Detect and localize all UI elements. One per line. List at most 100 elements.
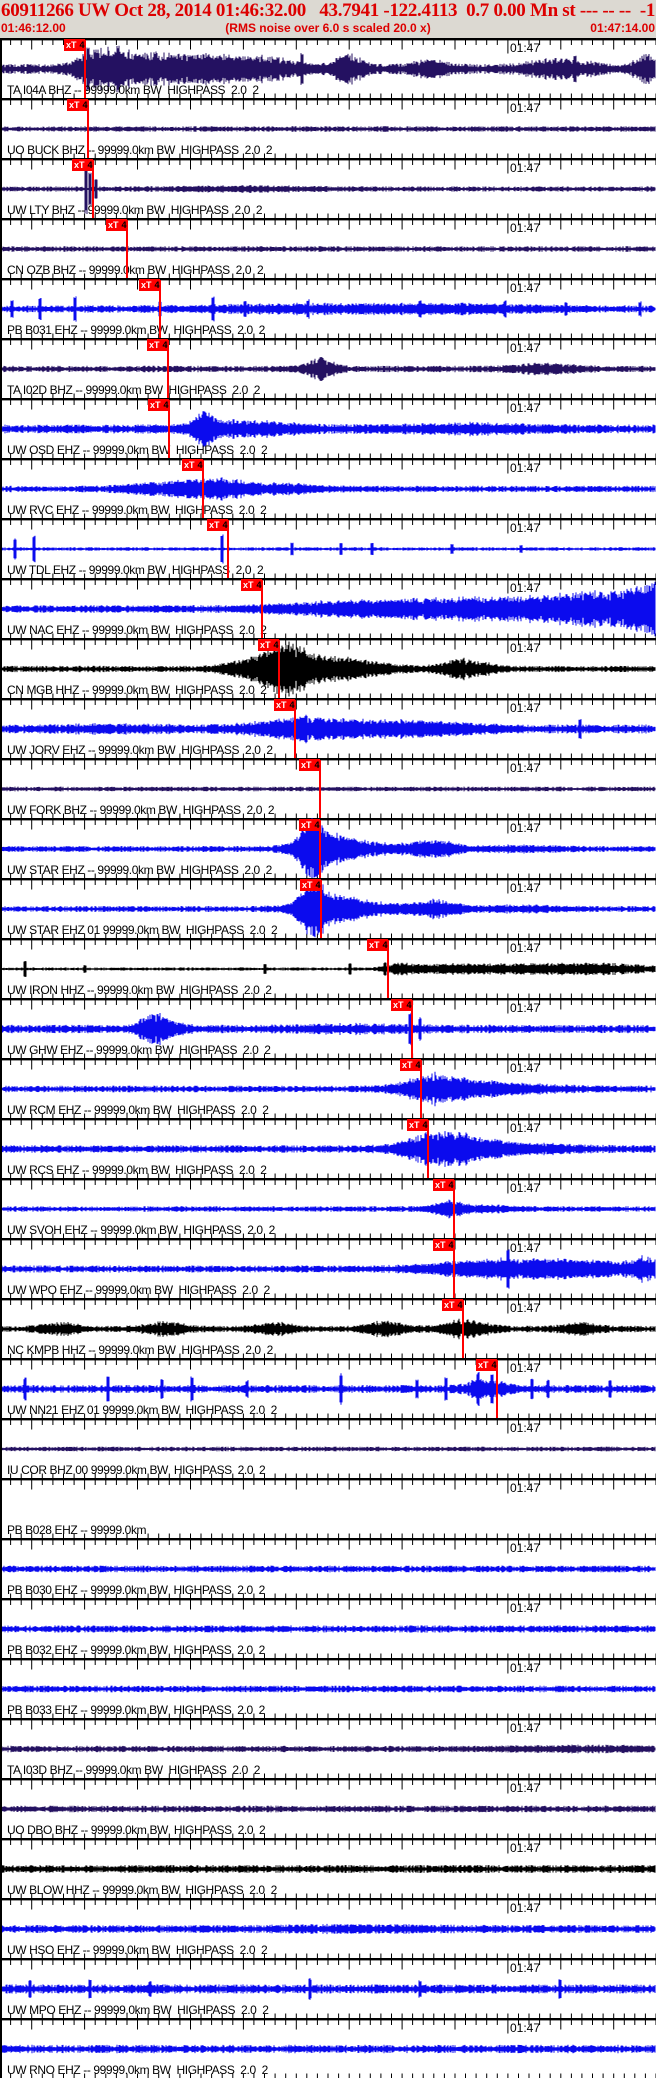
phase-pick-marker[interactable]: xT 4 (433, 1179, 454, 1191)
phase-pick-number: 4 (222, 520, 228, 530)
phase-pick-marker[interactable]: xT 4 (241, 579, 262, 591)
trace-row[interactable]: 01:47 xT 4 UW JORV EHZ -- 99999.0km BW H… (0, 698, 656, 758)
trace-row[interactable]: 01:47 xT 4 PB B031 EHZ -- 99999.0km BW H… (0, 278, 656, 338)
minute-time-label: 01:47 (510, 1361, 541, 1375)
waveform-plot[interactable] (0, 1298, 656, 1358)
waveform-plot[interactable] (0, 1238, 656, 1298)
phase-pick-marker[interactable]: xT 4 (407, 1119, 428, 1131)
trace-row[interactable]: 01:47 TA I03D BHZ -- 99999.0km BW HIGHPA… (0, 1718, 656, 1778)
trace-row[interactable]: 01:47 xT 4 TA I02D BHZ -- 99999.0km BW H… (0, 338, 656, 398)
phase-pick-marker[interactable]: xT 4 (67, 99, 88, 111)
waveform-plot[interactable] (0, 818, 656, 878)
phase-pick-marker[interactable]: xT 4 (274, 699, 295, 711)
phase-pick-line (261, 580, 263, 638)
trace-row[interactable]: 01:47 xT 4 UW STAR EHZ -- 99999.0km BW H… (0, 818, 656, 878)
phase-pick-marker[interactable]: xT 4 (64, 39, 85, 51)
waveform-plot[interactable] (0, 1058, 656, 1118)
trace-row[interactable]: 01:47 UW RNO EHZ -- 99999.0km BW HIGHPAS… (0, 2018, 656, 2078)
trace-row[interactable]: 01:47 IU COR BHZ 00 99999.0km BW HIGHPAS… (0, 1418, 656, 1478)
phase-pick-marker[interactable]: xT 4 (476, 1359, 497, 1371)
phase-pick-marker[interactable]: xT 4 (182, 459, 203, 471)
phase-pick-marker[interactable]: xT 4 (258, 639, 279, 651)
minute-time-label: 01:47 (510, 1601, 541, 1615)
waveform-plot[interactable] (0, 698, 656, 758)
phase-pick-phase: xT (260, 640, 271, 650)
trace-row[interactable]: 01:47 xT 4 UW LTY BHZ -- 99999.0km BW HI… (0, 158, 656, 218)
trace-row[interactable]: 01:47 xT 4 NC KMPB HHZ -- 99999.0km BW H… (0, 1298, 656, 1358)
phase-pick-marker[interactable]: xT 4 (400, 1059, 421, 1071)
waveform-plot[interactable] (0, 1418, 656, 1478)
phase-pick-marker[interactable]: xT 4 (139, 279, 160, 291)
phase-pick-line (294, 700, 296, 758)
trace-row[interactable]: 01:47 UW HSO EHZ -- 99999.0km BW HIGHPAS… (0, 1898, 656, 1958)
minute-time-label: 01:47 (510, 1001, 541, 1015)
trace-row[interactable]: 01:47 xT 4 UO BUCK BHZ -- 99999.0km BW H… (0, 98, 656, 158)
station-label: UW RNO EHZ -- 99999.0km BW HIGHPASS 2.0 … (7, 2063, 268, 2077)
phase-pick-marker[interactable]: xT 4 (72, 159, 93, 171)
trace-row[interactable]: 01:47 UW MPO EHZ -- 99999.0km BW HIGHPAS… (0, 1958, 656, 2018)
phase-pick-number: 4 (273, 640, 279, 650)
waveform-plot[interactable] (0, 1598, 656, 1658)
waveform-plot[interactable] (0, 1838, 656, 1898)
phase-pick-marker[interactable]: xT 4 (433, 1239, 454, 1251)
trace-row[interactable]: 01:47 xT 4 UW NAC EHZ -- 99999.0km BW HI… (0, 578, 656, 638)
phase-pick-marker[interactable]: xT 4 (391, 999, 412, 1011)
waveform-plot[interactable] (0, 1778, 656, 1838)
trace-row[interactable]: 01:47 UW BLOW HHZ -- 99999.0km BW HIGHPA… (0, 1838, 656, 1898)
waveform-plot[interactable] (0, 1658, 656, 1718)
phase-pick-marker[interactable]: xT 4 (300, 879, 321, 891)
trace-row[interactable]: 01:47 xT 4 UW FORK BHZ -- 99999.0km BW H… (0, 758, 656, 818)
phase-pick-marker[interactable]: xT 4 (106, 219, 127, 231)
trace-row[interactable]: 01:47 PB B032 EHZ -- 99999.0km BW HIGHPA… (0, 1598, 656, 1658)
trace-row[interactable]: 01:47 PB B028 EHZ -- 99999.0km (0, 1478, 656, 1538)
station-label: UW JORV EHZ -- 99999.0km BW HIGHPASS 2.0… (7, 743, 273, 757)
trace-row[interactable]: 01:47 xT 4 UW GHW EHZ -- 99999.0km BW HI… (0, 998, 656, 1058)
trace-row[interactable]: 01:47 UO DBO BHZ -- 99999.0km BW HIGHPAS… (0, 1778, 656, 1838)
trace-row[interactable]: 01:47 xT 4 UW STAR EHZ 01 99999.0km BW H… (0, 878, 656, 938)
phase-pick-phase: xT (108, 220, 119, 230)
trace-row[interactable]: 01:47 xT 4 CN OZB BHZ -- 99999.0km BW HI… (0, 218, 656, 278)
trace-row[interactable]: 01:47 xT 4 UW OSD EHZ -- 99999.0km BW HI… (0, 398, 656, 458)
phase-pick-marker[interactable]: xT 4 (148, 399, 169, 411)
waveform-plot[interactable] (0, 1478, 656, 1538)
waveform-plot[interactable] (0, 638, 656, 698)
waveform-plot[interactable] (0, 1958, 656, 2018)
waveform-plot[interactable] (0, 1118, 656, 1178)
phase-pick-marker[interactable]: xT 4 (299, 759, 320, 771)
trace-row[interactable]: 01:47 xT 4 UW NN21 EHZ 01 99999.0km BW H… (0, 1358, 656, 1418)
waveform-plot[interactable] (0, 2018, 656, 2078)
trace-row[interactable]: 01:47 xT 4 CN MGB HHZ -- 99999.0km BW HI… (0, 638, 656, 698)
trace-row[interactable]: 01:47 xT 4 UW TDL EHZ -- 99999.0km BW HI… (0, 518, 656, 578)
trace-row[interactable]: 01:47 xT 4 UW SVOH EHZ -- 99999.0km BW H… (0, 1178, 656, 1238)
phase-pick-line (496, 1360, 498, 1418)
trace-row[interactable]: 01:47 xT 4 UW RCS EHZ -- 99999.0km BW HI… (0, 1118, 656, 1178)
waveform-plot[interactable] (0, 758, 656, 818)
trace-row[interactable]: 01:47 xT 4 UW RVC EHZ -- 99999.0km BW HI… (0, 458, 656, 518)
waveform-plot[interactable] (0, 38, 656, 98)
phase-pick-marker[interactable]: xT 4 (442, 1299, 463, 1311)
trace-row[interactable]: 01:47 PB B033 EHZ -- 99999.0km BW HIGHPA… (0, 1658, 656, 1718)
trace-row[interactable]: 01:47 xT 4 UW RCM EHZ -- 99999.0km BW HI… (0, 1058, 656, 1118)
waveform-plot[interactable] (0, 1358, 656, 1418)
trace-row[interactable]: 01:47 xT 4 UW IRON HHZ -- 99999.0km BW H… (0, 938, 656, 998)
trace-row[interactable]: 01:47 xT 4 TA I04A BHZ -- 99999.0km BW H… (0, 38, 656, 98)
phase-pick-marker[interactable]: xT 4 (367, 939, 388, 951)
phase-pick-line (453, 1180, 455, 1238)
trace-row[interactable]: 01:47 xT 4 UW WPO EHZ -- 99999.0km BW HI… (0, 1238, 656, 1298)
waveform-plot[interactable] (0, 1538, 656, 1598)
waveform-plot[interactable] (0, 398, 656, 458)
minute-time-label: 01:47 (510, 1481, 541, 1495)
waveform-plot[interactable] (0, 998, 656, 1058)
phase-pick-phase: xT (302, 880, 313, 890)
station-label: UW BLOW HHZ -- 99999.0km BW HIGHPASS 2.0… (7, 1883, 277, 1897)
waveform-plot[interactable] (0, 878, 656, 938)
waveform-plot[interactable] (0, 1718, 656, 1778)
trace-row[interactable]: 01:47 PB B030 EHZ -- 99999.0km BW HIGHPA… (0, 1538, 656, 1598)
phase-pick-marker[interactable]: xT 4 (299, 819, 320, 831)
waveform-plot[interactable] (0, 458, 656, 518)
waveform-plot[interactable] (0, 218, 656, 278)
waveform-plot[interactable] (0, 578, 656, 638)
waveform-plot[interactable] (0, 1898, 656, 1958)
phase-pick-marker[interactable]: xT 4 (147, 339, 168, 351)
phase-pick-marker[interactable]: xT 4 (207, 519, 228, 531)
